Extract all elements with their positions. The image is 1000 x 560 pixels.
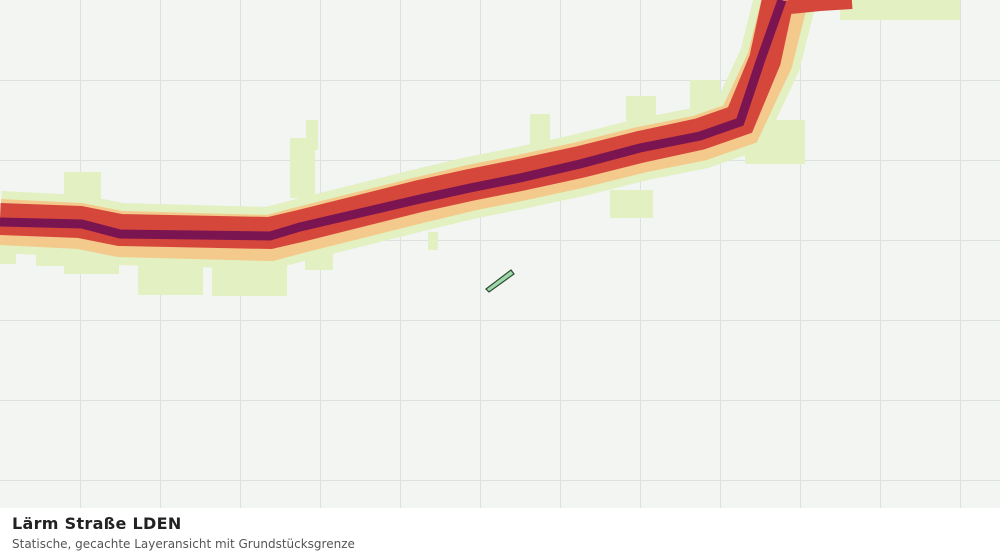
layer-subtitle: Statische, gecachte Layeransicht mit Gru… xyxy=(12,537,355,551)
legend-footer: Lärm Straße LDEN Statische, gecachte Lay… xyxy=(0,508,1000,560)
parcel-boundary[interactable] xyxy=(485,269,515,293)
noise-zone-70 xyxy=(0,0,787,241)
noise-bands xyxy=(0,0,960,296)
noise-zone-65-branch xyxy=(779,0,853,15)
map xyxy=(0,0,1000,508)
layer-title: Lärm Straße LDEN xyxy=(12,514,182,533)
